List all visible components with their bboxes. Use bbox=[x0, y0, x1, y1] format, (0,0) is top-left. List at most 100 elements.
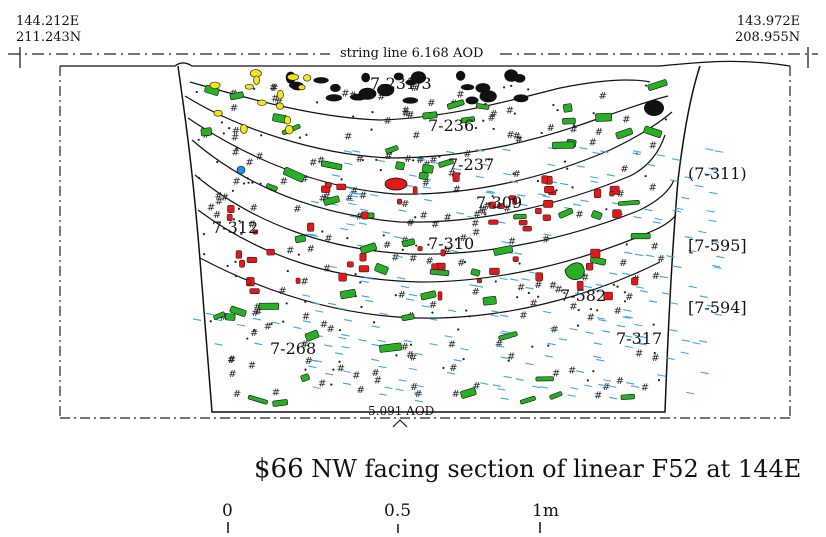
red-stone bbox=[593, 188, 602, 198]
dot bbox=[592, 112, 595, 115]
layer-label-7-236: 7-236 bbox=[428, 116, 475, 135]
layer-label-7-309: 7-309 bbox=[476, 193, 523, 212]
red-stone bbox=[307, 222, 315, 232]
water-streak bbox=[645, 254, 654, 258]
water-streak bbox=[365, 299, 374, 303]
water-streak bbox=[192, 318, 202, 322]
dot bbox=[442, 366, 445, 370]
red-stone bbox=[452, 172, 460, 182]
hash-mark: # bbox=[300, 339, 308, 350]
hash-mark: # bbox=[459, 233, 467, 244]
dot bbox=[359, 281, 362, 284]
hash-mark: # bbox=[448, 168, 456, 179]
green-stone bbox=[562, 103, 573, 113]
dot bbox=[468, 315, 471, 318]
dot bbox=[414, 216, 417, 219]
water-streak bbox=[379, 312, 388, 316]
dot bbox=[247, 181, 250, 184]
water-streak bbox=[623, 309, 632, 312]
hash-mark: # bbox=[306, 244, 314, 255]
yellow-stone bbox=[303, 74, 311, 82]
dot bbox=[286, 269, 289, 273]
water-streak bbox=[343, 150, 352, 153]
ground-surface bbox=[60, 60, 791, 67]
water-streak bbox=[308, 365, 317, 369]
hash-mark: # bbox=[391, 253, 399, 264]
hash-mark: # bbox=[344, 131, 352, 142]
green-stone bbox=[482, 296, 497, 306]
layer-label-7-595: [7-595] bbox=[688, 236, 747, 255]
water-streak bbox=[302, 294, 311, 297]
hash-mark: # bbox=[625, 292, 633, 303]
water-streak bbox=[502, 148, 511, 152]
water-streak bbox=[355, 192, 364, 196]
water-streak bbox=[567, 394, 576, 397]
water-streak bbox=[408, 174, 417, 177]
green-stone bbox=[558, 207, 574, 219]
water-streak bbox=[616, 324, 626, 328]
water-streak bbox=[666, 357, 675, 361]
dot bbox=[354, 273, 357, 276]
yellow-stone bbox=[213, 109, 223, 117]
hash-mark: # bbox=[305, 356, 313, 367]
red-stone bbox=[227, 205, 235, 213]
dot bbox=[412, 159, 415, 162]
hash-mark: # bbox=[506, 130, 514, 141]
water-streak bbox=[596, 358, 605, 362]
hash-mark: # bbox=[512, 169, 520, 180]
water-streak bbox=[608, 385, 617, 388]
water-streak bbox=[659, 275, 668, 279]
hash-mark: # bbox=[490, 109, 498, 120]
water-streak bbox=[672, 158, 681, 161]
hash-mark: # bbox=[616, 189, 624, 200]
hash-mark: # bbox=[412, 131, 420, 142]
yellow-stone bbox=[284, 115, 291, 125]
hash-mark: # bbox=[641, 383, 649, 394]
water-streak bbox=[684, 235, 693, 239]
green-stone bbox=[339, 289, 357, 300]
hash-mark: # bbox=[301, 174, 309, 185]
hash-mark: # bbox=[620, 164, 628, 175]
water-streak bbox=[600, 150, 609, 153]
water-streak bbox=[688, 285, 697, 289]
red-stone bbox=[295, 277, 301, 284]
hash-mark: # bbox=[589, 137, 597, 148]
water-streak bbox=[543, 233, 552, 237]
water-streak bbox=[236, 323, 246, 327]
green-stone bbox=[513, 213, 527, 220]
black-stone bbox=[460, 84, 475, 91]
water-streak bbox=[576, 165, 585, 168]
hash-mark: # bbox=[575, 210, 583, 221]
water-streak bbox=[497, 388, 506, 391]
base-caret bbox=[392, 419, 408, 428]
dot bbox=[644, 174, 647, 178]
dot bbox=[360, 305, 363, 309]
water-streak bbox=[558, 338, 568, 341]
dot bbox=[566, 167, 569, 170]
dot bbox=[220, 121, 223, 124]
water-streak bbox=[324, 344, 333, 348]
water-streak bbox=[421, 305, 430, 308]
dot bbox=[623, 291, 626, 294]
water-streak bbox=[475, 149, 484, 152]
hash-mark: # bbox=[207, 203, 215, 214]
dot bbox=[259, 182, 262, 185]
water-streak bbox=[630, 385, 640, 388]
hash-mark: # bbox=[453, 184, 461, 195]
water-streak bbox=[681, 196, 690, 200]
hash-mark: # bbox=[356, 385, 364, 396]
water-streak bbox=[456, 212, 465, 215]
water-streak bbox=[342, 382, 352, 386]
water-streak bbox=[312, 386, 321, 390]
hash-mark: # bbox=[515, 134, 523, 145]
dot bbox=[625, 243, 628, 246]
red-stone bbox=[603, 291, 613, 301]
dot bbox=[507, 359, 510, 362]
water-streak bbox=[429, 343, 438, 346]
hash-mark: # bbox=[622, 115, 630, 126]
dot bbox=[315, 101, 319, 104]
hash-mark: # bbox=[406, 110, 414, 121]
hash-mark: # bbox=[483, 201, 491, 212]
hash-mark: # bbox=[355, 211, 363, 222]
